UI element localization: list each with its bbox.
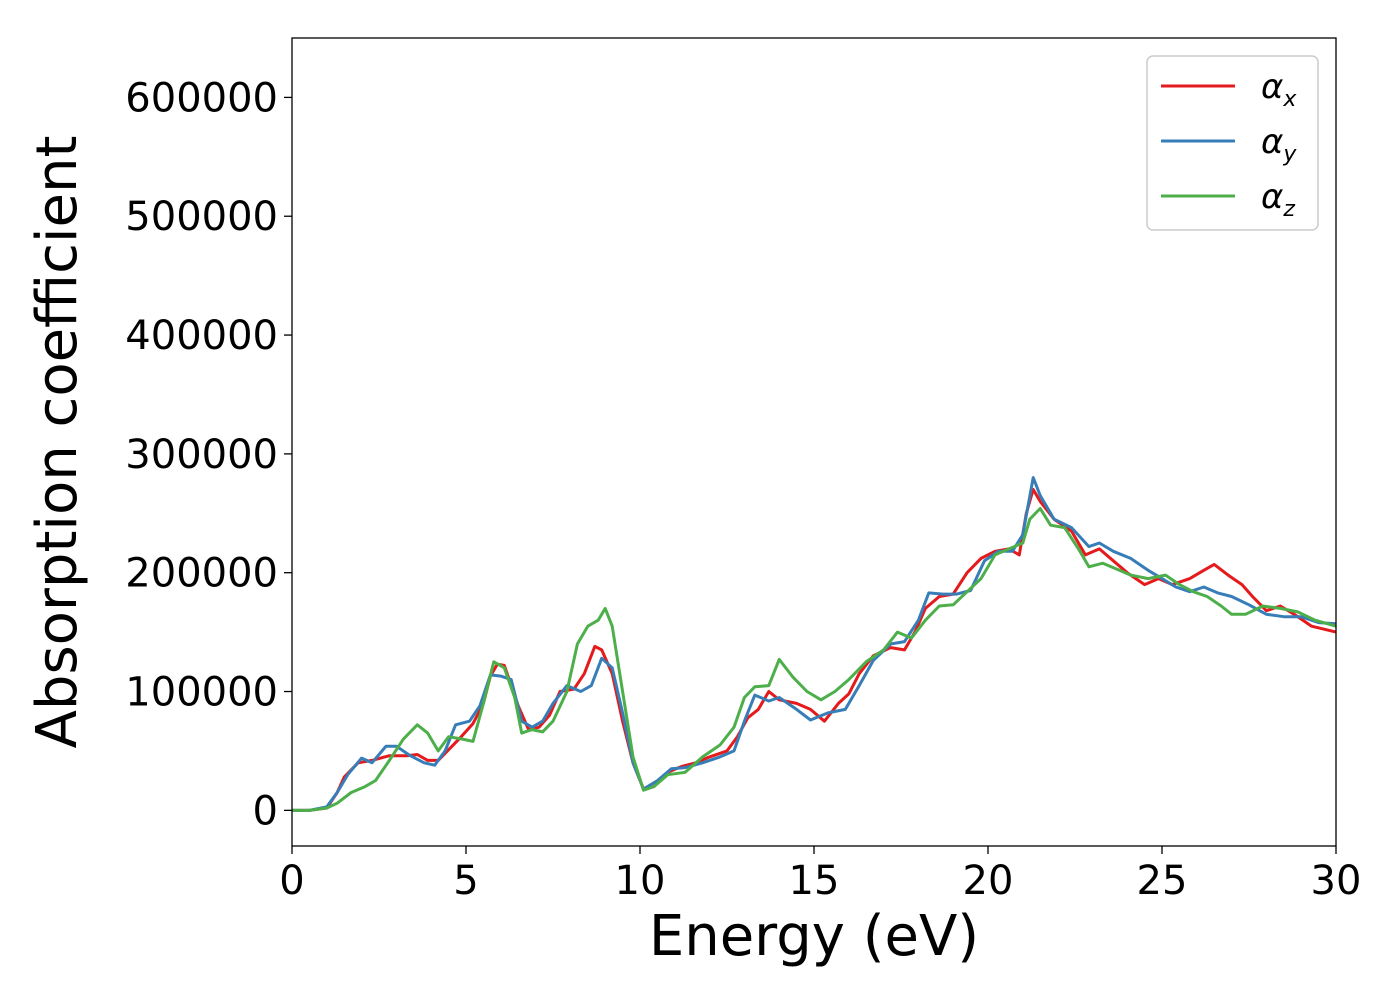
y-tick-label: 400000 (125, 313, 278, 359)
x-tick-label: 25 (1137, 858, 1188, 904)
x-tick-label: 30 (1311, 858, 1362, 904)
x-tick-label: 5 (453, 858, 478, 904)
y-tick-label: 200000 (125, 551, 278, 597)
y-axis: 0 100000 200000 300000 400000 500000 600000 (125, 75, 292, 834)
x-axis: 0 5 10 15 20 25 30 (279, 846, 1361, 904)
series-line-z (292, 507, 1336, 812)
y-tick-label: 0 (253, 788, 278, 834)
plot-area (292, 476, 1336, 812)
legend-label-y: αy (1261, 122, 1297, 167)
x-axis-label: Energy (eV) (649, 904, 979, 969)
series-line-x (292, 488, 1336, 812)
legend-label-x: αx (1261, 67, 1297, 112)
legend-label-z: αz (1261, 177, 1295, 222)
x-tick-label: 10 (615, 858, 666, 904)
series-line-y (292, 476, 1336, 812)
legend-box (1146, 55, 1319, 231)
y-axis-label: Absorption coefficient (25, 136, 90, 749)
y-tick-label: 500000 (125, 194, 278, 240)
x-tick-label: 15 (789, 858, 840, 904)
x-tick-label: 0 (279, 858, 304, 904)
y-tick-label: 300000 (125, 432, 278, 478)
y-tick-label: 100000 (125, 670, 278, 716)
x-tick-label: 20 (963, 858, 1014, 904)
y-tick-label: 600000 (125, 75, 278, 121)
legend: αx αy αz (1146, 55, 1319, 231)
